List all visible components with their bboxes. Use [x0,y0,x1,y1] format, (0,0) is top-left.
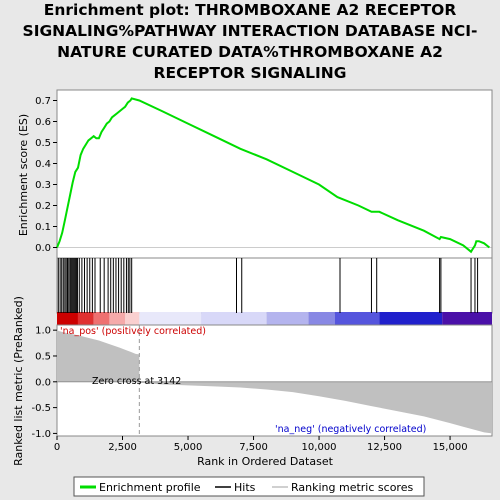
enrichment-profile-group [56,97,492,254]
rank-ytick-label: -1.0 [31,429,51,440]
rank-xtick-label: 15,000 [433,442,468,453]
title-line-4: RECEPTOR SIGNALING [153,64,347,82]
es-ytick-label: 0.7 [35,96,51,107]
es-ytick-label: 0.6 [35,117,51,128]
es-ylabel: Enrichment score (ES) [17,114,30,236]
es-ytick-label: 0.2 [35,201,51,212]
title-line-2: SIGNALING%PATHWAY INTERACTION DATABASE N… [22,22,478,40]
rank-xtick-label: 5,000 [174,442,203,453]
rank-ytick-label: 0.0 [35,377,51,388]
axes-group: 0.0 0.1 0.2 0.3 0.4 0.5 0.6 0.7 -1.0 -0.5 0.0 0.5 1.… [31,96,467,453]
title-line-1: Enrichment plot: THROMBOXANE A2 RECEPTOR [43,1,457,19]
hits-group [57,258,479,313]
color-band [139,312,202,325]
es-ytick-label: 0.1 [35,222,51,233]
neg-annotation: 'na_neg' (negatively correlated) [275,424,426,435]
color-band [77,312,94,325]
color-band [334,312,380,325]
ranking-color-bar [57,312,492,325]
legend-enrichment-label: Enrichment profile [99,481,201,494]
title-line-3: NATURE CURATED DATA%THROMBOXANE A2 [57,43,443,61]
color-band [57,312,78,325]
enrichment-profile-line [56,97,491,254]
legend-ranking-label: Ranking metric scores [291,481,413,494]
rank-xtick-label: 7,500 [239,442,268,453]
color-band [93,312,110,325]
rank-xtick-label: 10,000 [302,442,337,453]
rank-xtick-label: 2,500 [108,442,137,453]
color-band [308,312,335,325]
rank-xtick-label: 0 [54,442,60,453]
zero-cross-annotation: Zero cross at 3142 [92,376,181,387]
hits-panel [56,257,493,314]
legend: Enrichment profile Hits Ranking metric s… [73,476,425,497]
rank-ylabel: Ranked list metric (PreRanked) [12,296,25,466]
rank-xlabel: Rank in Ordered Dataset [197,455,334,468]
color-band [266,312,309,325]
pos-annotation: 'na_pos' (positively correlated) [60,326,206,337]
legend-hits-label: Hits [234,481,256,494]
color-band [379,312,443,325]
chart-title: Enrichment plot: THROMBOXANE A2 RECEPTOR… [0,0,500,84]
es-ytick-label: 0.3 [35,180,51,191]
legend-box [73,476,425,497]
es-ytick-label: 0.0 [35,243,51,254]
ranking-metric-area [57,325,492,436]
color-band [442,312,492,325]
color-band [109,312,126,325]
color-band [201,312,267,325]
rank-xtick-label: 12,500 [367,442,402,453]
rank-ytick-label: 1.0 [35,326,51,337]
es-ytick-label: 0.4 [35,159,51,170]
rank-ytick-label: 0.5 [35,351,51,362]
es-ytick-label: 0.5 [35,138,51,149]
color-band [125,312,140,325]
rank-ytick-label: -0.5 [31,403,51,414]
